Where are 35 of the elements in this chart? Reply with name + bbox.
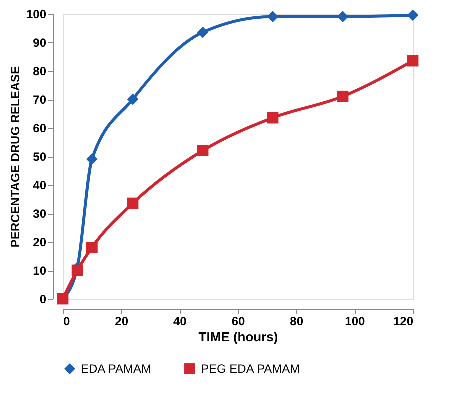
point — [407, 10, 419, 22]
y-tick-label: 10 — [33, 264, 47, 278]
x-tick-label: 0 — [64, 314, 70, 328]
x-tick-label: 120 — [393, 314, 414, 328]
legend-label: PEG EDA PAMAM — [201, 362, 300, 376]
point — [197, 26, 209, 38]
y-tick-label: 0 — [40, 292, 47, 306]
legend-label: EDA PAMAM — [81, 362, 152, 376]
x-axis-title: TIME (hours) — [198, 330, 278, 344]
y-tick-label: 80 — [33, 64, 47, 78]
point — [267, 11, 279, 23]
y-tick-label: 20 — [33, 236, 47, 250]
x-tick-label: 20 — [115, 314, 129, 328]
y-axis-title: PERCENTAGE DRUG RELEASE — [8, 66, 22, 248]
y-tick-label: 40 — [33, 178, 47, 192]
point — [72, 264, 84, 276]
point — [127, 198, 139, 210]
point — [267, 112, 279, 124]
x-tick-label: 80 — [290, 314, 304, 328]
x-tick-label: 60 — [232, 314, 246, 328]
point — [86, 242, 98, 254]
y-tick-label: 90 — [33, 36, 47, 50]
y-tick-label: 60 — [33, 122, 47, 136]
y-tick-label: 30 — [33, 207, 47, 221]
point — [407, 55, 419, 67]
point — [86, 154, 98, 166]
x-tick-label: 100 — [345, 314, 366, 328]
point — [127, 94, 139, 106]
point — [337, 11, 349, 23]
y-tick-label: 50 — [33, 150, 47, 164]
y-tick-label: 70 — [33, 93, 47, 107]
point — [337, 90, 349, 102]
y-tick-label: 100 — [26, 8, 47, 22]
point — [197, 145, 209, 156]
x-tick-label: 40 — [173, 314, 188, 328]
